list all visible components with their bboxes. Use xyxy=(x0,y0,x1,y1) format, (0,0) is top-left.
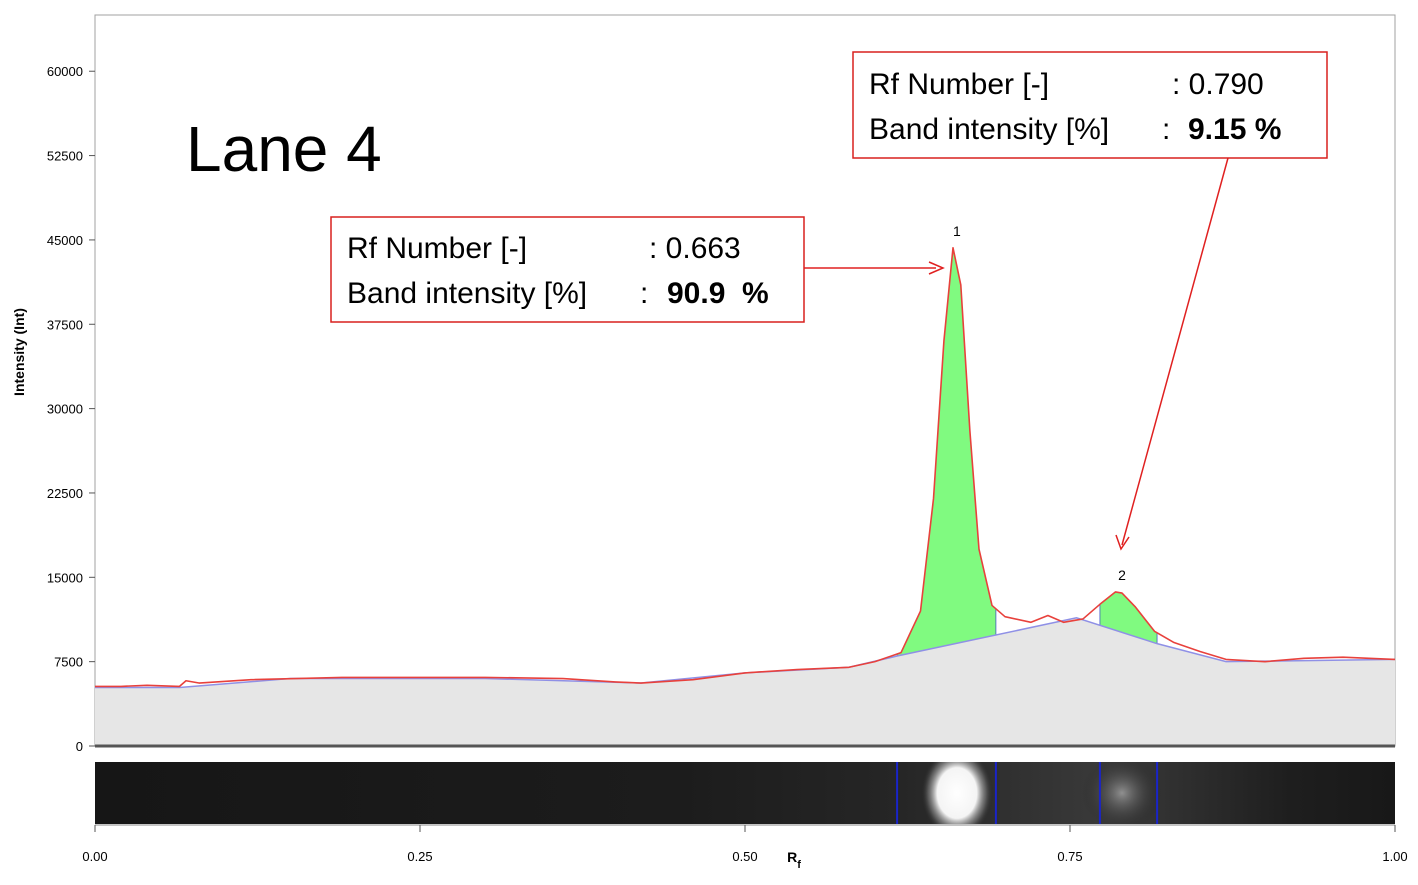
annotation-rf-value-peak-2: : 0.790 xyxy=(1172,68,1264,101)
y-tick-label: 0 xyxy=(76,739,83,754)
annotation-box-peak-2 xyxy=(852,51,1328,159)
annotation-peak-2: Rf Number [-] : 0.790 Band intensity [%]… xyxy=(852,51,1328,159)
x-axis-title-subscript: f xyxy=(797,859,801,871)
baseline-area xyxy=(95,617,1395,746)
lane-strip xyxy=(95,762,1395,824)
y-tick-label: 52500 xyxy=(47,149,83,164)
annotation-arrows xyxy=(804,157,1229,551)
x-tick-label: 0.75 xyxy=(1057,849,1082,864)
annotation-band-sep-peak-2: : xyxy=(1162,113,1170,146)
annotation-band-label-peak-2: Band intensity [%] xyxy=(869,113,1109,146)
annotation-peak-1: Rf Number [-] : 0.663 Band intensity [%]… xyxy=(330,216,805,323)
y-tick-label: 60000 xyxy=(47,64,83,79)
x-tick-label: 0.50 xyxy=(732,849,757,864)
lane-band-1-glow xyxy=(921,762,993,824)
y-tick-label: 7500 xyxy=(54,655,83,670)
y-tick-label: 22500 xyxy=(47,486,83,501)
y-tick-label: 45000 xyxy=(47,233,83,248)
annotation-rf-label-peak-2: Rf Number [-] xyxy=(869,68,1049,101)
lane-band-markers xyxy=(896,762,1159,824)
arrowhead-peak-2 xyxy=(1115,534,1130,551)
y-tick-label: 30000 xyxy=(47,402,83,417)
x-axis-title-main: R xyxy=(787,849,797,865)
x-tick-label: 0.25 xyxy=(407,849,432,864)
y-axis: 0 7500 15000 22500 30000 37500 45000 52500 60000 xyxy=(47,64,95,754)
peak-1-label: 1 xyxy=(953,223,961,239)
lane-title: Lane 4 xyxy=(186,113,382,185)
annotation-band-sep-peak-1: : xyxy=(640,277,648,310)
y-tick-label: 37500 xyxy=(47,317,83,332)
y-axis-title: Intensity (Int) xyxy=(11,308,27,396)
annotation-box-peak-1 xyxy=(330,216,805,323)
annotation-band-label-peak-1: Band intensity [%] xyxy=(347,277,587,310)
lane-image xyxy=(95,762,1395,824)
peak-2-area xyxy=(1099,591,1158,644)
arrowhead-peak-1 xyxy=(928,261,945,275)
peak-1-area xyxy=(897,251,996,657)
annotation-rf-label-peak-1: Rf Number [-] xyxy=(347,232,527,265)
x-tick-label: 1.00 xyxy=(1382,849,1407,864)
x-axis: 0.00 0.25 0.50 0.75 1.00 xyxy=(82,824,1408,864)
annotation-rf-value-peak-1: : 0.663 xyxy=(649,232,741,265)
plot-area: 12 xyxy=(95,223,1395,746)
lane-bands xyxy=(921,762,1162,824)
annotation-band-value-peak-2: 9.15 % xyxy=(1188,113,1281,146)
lane-band-2-glow xyxy=(1082,762,1162,824)
annotation-band-value-peak-1: 90.9 % xyxy=(667,277,769,310)
intensity-profile-line xyxy=(95,246,1395,688)
x-axis-title: Rf xyxy=(787,849,801,871)
x-tick-label: 0.00 xyxy=(82,849,107,864)
peak-2-label: 2 xyxy=(1118,567,1126,583)
arrow-peak-2 xyxy=(1121,157,1229,546)
y-tick-label: 15000 xyxy=(47,570,83,585)
